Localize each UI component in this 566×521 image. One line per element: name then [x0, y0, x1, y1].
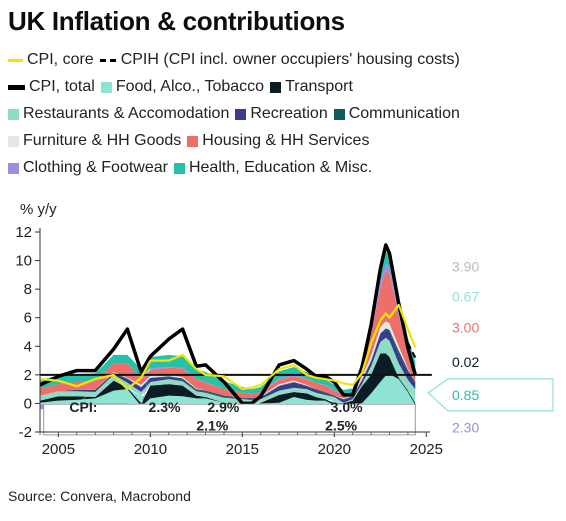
legend-item: CPI, total	[8, 73, 95, 100]
right-value-label: 3.00	[452, 320, 479, 336]
legend-label: Furniture & HH Goods	[23, 132, 182, 150]
x-tick-label: 2015	[226, 441, 259, 458]
legend-swatch	[8, 58, 23, 62]
x-tick-label: 2020	[318, 441, 351, 458]
legend-item: Transport	[270, 73, 353, 100]
legend-row: CPI, core CPIH (CPI incl. owner occupiers…	[8, 46, 558, 73]
right-value-label: 0.02	[452, 354, 479, 370]
legend-label: Restaurants & Accomodation	[23, 105, 230, 123]
right-value-label: 3.90	[452, 258, 479, 274]
y-tick-label: 4	[24, 338, 32, 355]
legend-label: Food, Alco., Tobacco	[115, 78, 265, 96]
legend-item: Food, Alco., Tobacco	[100, 73, 265, 100]
legend-label: CPI, core	[27, 51, 94, 69]
right-value-label: 2.30	[452, 420, 479, 436]
legend-label: Communication	[348, 105, 460, 123]
line-cpi_core	[39, 303, 417, 391]
right-value-label: 0.85	[452, 387, 479, 403]
area-transport	[40, 353, 416, 414]
legend-swatch	[99, 58, 117, 62]
y-axis-label: % y/y	[20, 201, 57, 218]
period-label: 2.1%	[196, 418, 228, 434]
right-value-label: 0.67	[452, 288, 479, 304]
legend-swatch	[8, 108, 19, 120]
legend-item: Furniture & HH Goods	[8, 127, 181, 154]
legend: CPI, core CPIH (CPI incl. owner occupiers…	[8, 46, 558, 181]
y-tick-label: 12	[15, 224, 32, 241]
legend-item: Housing & HH Services	[187, 127, 369, 154]
x-tick-label: 2005	[42, 441, 75, 458]
legend-row: Clothing & Footwear Health, Education & M…	[8, 154, 558, 181]
legend-label: Recreation	[250, 105, 328, 123]
period-label: 2.9%	[207, 399, 239, 415]
y-tick-label: 6	[24, 310, 32, 327]
line-cpi_total	[39, 243, 417, 406]
legend-item: Restaurants & Accomodation	[8, 100, 229, 127]
y-tick-label: 10	[15, 253, 32, 270]
legend-swatch	[235, 108, 247, 120]
legend-item: Health, Education & Misc.	[173, 154, 373, 181]
period-label: 2.3%	[149, 399, 181, 415]
legend-item: CPI, core	[8, 46, 94, 73]
legend-item: Clothing & Footwear	[8, 154, 168, 181]
period-label: 2.5%	[325, 418, 357, 434]
legend-row: Furniture & HH Goods Housing & HH Service…	[8, 127, 558, 154]
x-tick-label: 2025	[410, 441, 443, 458]
area-food	[40, 374, 416, 408]
y-tick-label: -2	[19, 424, 32, 441]
legend-row: CPI, total Food, Alco., Tobacco Transport	[8, 73, 558, 100]
legend-swatch	[333, 108, 345, 120]
legend-label: CPIH (CPI incl. owner occupiers' housing…	[120, 51, 460, 69]
legend-swatch	[8, 135, 19, 147]
legend-item: Recreation	[235, 100, 328, 127]
chart-title: UK Inflation & contributions	[8, 6, 345, 36]
legend-item: CPIH (CPI incl. owner occupiers' housing…	[99, 46, 460, 73]
chart-plot: % y/y CPI: 2.3% 2.9% 2.1% 3.0% 2.5% -2 0 2 4 6 8 10 12…	[15, 201, 554, 458]
legend-label: Clothing & Footwear	[23, 159, 168, 177]
area-health	[40, 252, 416, 395]
period-box	[43, 403, 416, 436]
legend-swatch	[173, 162, 185, 174]
legend-label: Health, Education & Misc.	[188, 159, 373, 177]
legend-swatch	[8, 84, 25, 90]
legend-item: Communication	[333, 100, 460, 127]
legend-label: Housing & HH Services	[202, 132, 370, 150]
legend-swatch	[100, 81, 112, 93]
legend-label: CPI, total	[29, 78, 95, 96]
legend-swatch	[187, 135, 199, 147]
y-tick-label: 8	[24, 281, 32, 298]
line-cpih	[406, 342, 417, 359]
period-label: 3.0%	[331, 399, 363, 415]
legend-row: Restaurants & Accomodation Recreation Comm…	[8, 100, 558, 127]
y-tick-label: 2	[24, 367, 32, 384]
legend-swatch	[8, 162, 19, 174]
callout-box	[427, 378, 554, 412]
legend-label: Transport	[285, 78, 353, 96]
source-note: Source: Convera, Macrobond	[8, 488, 191, 504]
x-tick-label: 2010	[134, 441, 167, 458]
period-label: CPI:	[69, 399, 97, 415]
y-tick-label: 0	[24, 395, 32, 412]
legend-swatch	[270, 81, 282, 93]
